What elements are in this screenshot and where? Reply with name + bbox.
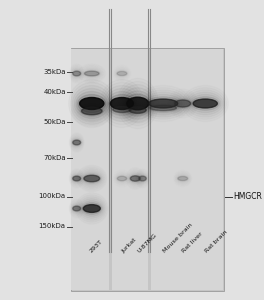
Text: U-87MG: U-87MG bbox=[136, 232, 158, 254]
Ellipse shape bbox=[82, 107, 102, 115]
Ellipse shape bbox=[80, 98, 104, 110]
Ellipse shape bbox=[84, 175, 100, 182]
Ellipse shape bbox=[73, 140, 81, 145]
Ellipse shape bbox=[147, 97, 180, 110]
Text: HMGCR: HMGCR bbox=[234, 192, 262, 201]
Ellipse shape bbox=[178, 176, 188, 181]
Text: Mouse brain: Mouse brain bbox=[162, 222, 194, 254]
Ellipse shape bbox=[72, 175, 81, 182]
Ellipse shape bbox=[72, 139, 81, 146]
Ellipse shape bbox=[107, 92, 137, 116]
Ellipse shape bbox=[76, 92, 108, 116]
Ellipse shape bbox=[129, 107, 146, 113]
Ellipse shape bbox=[128, 105, 148, 115]
Ellipse shape bbox=[191, 97, 219, 110]
Ellipse shape bbox=[130, 174, 141, 182]
Ellipse shape bbox=[80, 105, 104, 117]
Text: 293T: 293T bbox=[89, 239, 104, 254]
Ellipse shape bbox=[113, 106, 131, 112]
Ellipse shape bbox=[109, 94, 135, 112]
Ellipse shape bbox=[149, 99, 178, 108]
Ellipse shape bbox=[150, 105, 177, 111]
Text: 35kDa: 35kDa bbox=[43, 69, 66, 75]
Ellipse shape bbox=[117, 71, 127, 76]
Bar bbox=[71, 49, 109, 290]
Text: 40kDa: 40kDa bbox=[43, 88, 66, 94]
Text: 70kDa: 70kDa bbox=[43, 154, 66, 160]
Bar bbox=[112, 49, 148, 290]
Ellipse shape bbox=[78, 94, 106, 112]
Ellipse shape bbox=[125, 94, 150, 113]
Text: Rat brain: Rat brain bbox=[204, 229, 228, 254]
Text: 150kDa: 150kDa bbox=[39, 224, 66, 230]
Text: 50kDa: 50kDa bbox=[43, 118, 66, 124]
Ellipse shape bbox=[138, 175, 147, 182]
Bar bbox=[151, 49, 223, 290]
Ellipse shape bbox=[117, 176, 126, 181]
Ellipse shape bbox=[73, 71, 81, 76]
Text: 100kDa: 100kDa bbox=[39, 194, 66, 200]
Ellipse shape bbox=[73, 206, 81, 211]
Ellipse shape bbox=[82, 202, 102, 214]
Ellipse shape bbox=[110, 98, 134, 110]
Ellipse shape bbox=[84, 71, 99, 76]
Bar bbox=[70, 48, 224, 291]
Ellipse shape bbox=[193, 99, 217, 108]
Text: Rat liver: Rat liver bbox=[182, 231, 204, 254]
Ellipse shape bbox=[174, 98, 192, 109]
Ellipse shape bbox=[175, 100, 191, 107]
Ellipse shape bbox=[127, 97, 149, 110]
Ellipse shape bbox=[130, 176, 140, 181]
Ellipse shape bbox=[83, 205, 100, 212]
Ellipse shape bbox=[72, 205, 81, 212]
Ellipse shape bbox=[73, 176, 81, 181]
Ellipse shape bbox=[124, 91, 152, 116]
Text: Jurkat: Jurkat bbox=[121, 237, 138, 254]
Ellipse shape bbox=[83, 173, 101, 183]
Ellipse shape bbox=[139, 176, 146, 181]
